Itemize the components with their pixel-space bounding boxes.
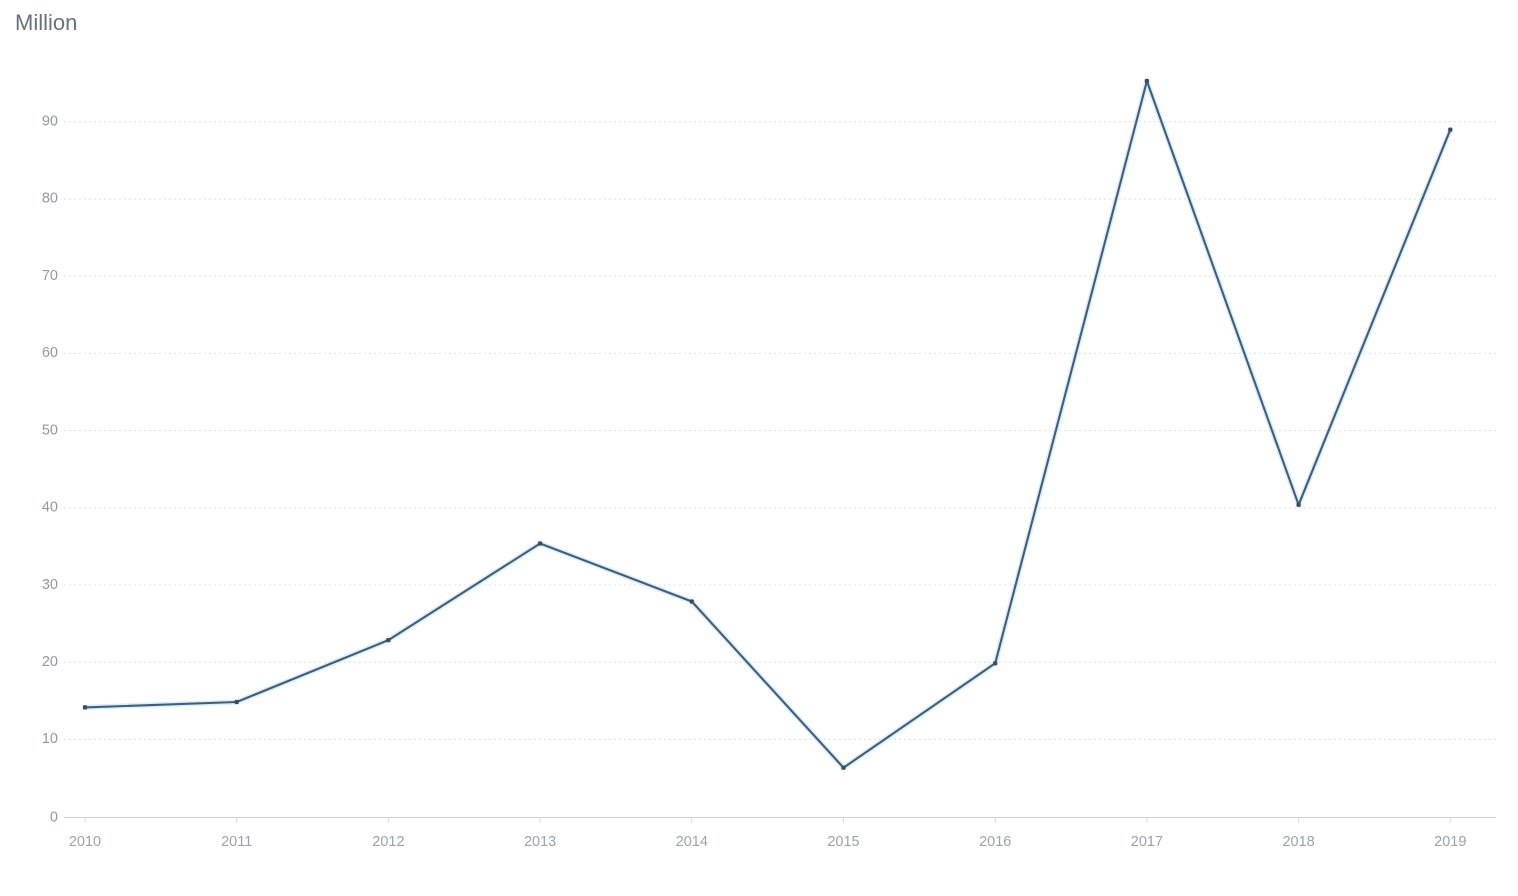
svg-text:90: 90 xyxy=(42,114,58,130)
svg-text:2010: 2010 xyxy=(69,834,101,850)
svg-text:40: 40 xyxy=(42,500,58,516)
svg-text:10: 10 xyxy=(42,731,58,747)
svg-text:2012: 2012 xyxy=(372,834,404,850)
svg-text:70: 70 xyxy=(42,268,58,284)
svg-text:2011: 2011 xyxy=(221,834,252,850)
svg-text:50: 50 xyxy=(42,422,58,438)
svg-text:60: 60 xyxy=(42,345,58,361)
svg-text:2016: 2016 xyxy=(979,834,1011,850)
svg-text:80: 80 xyxy=(42,191,58,207)
svg-text:30: 30 xyxy=(42,577,58,593)
svg-text:2019: 2019 xyxy=(1434,834,1466,850)
svg-text:20: 20 xyxy=(42,654,58,670)
svg-text:2014: 2014 xyxy=(676,834,708,850)
svg-text:2015: 2015 xyxy=(827,834,859,850)
svg-text:2017: 2017 xyxy=(1131,834,1163,850)
svg-text:2013: 2013 xyxy=(524,834,556,850)
svg-text:2018: 2018 xyxy=(1282,834,1314,850)
svg-text:0: 0 xyxy=(50,810,58,826)
